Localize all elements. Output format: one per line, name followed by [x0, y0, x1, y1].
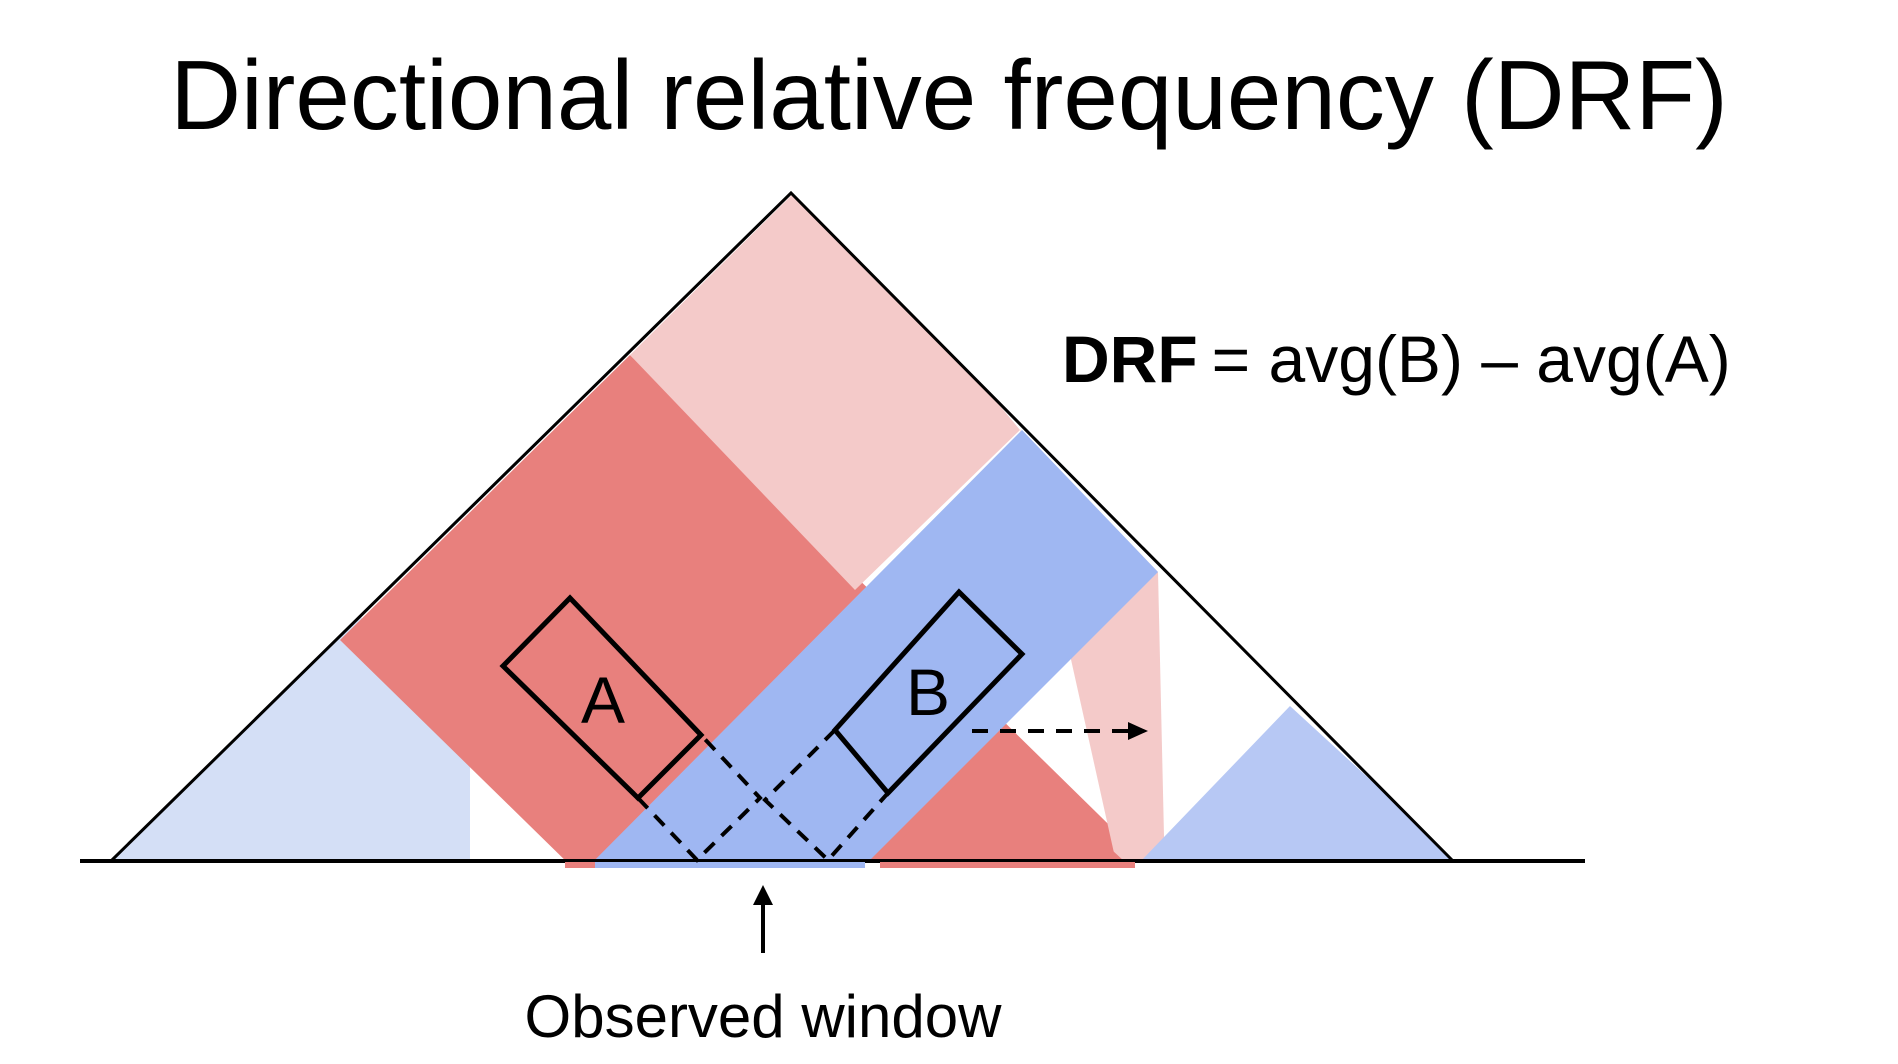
- baseline-strip-red: [565, 862, 595, 868]
- box-b: [831, 588, 1026, 797]
- baseline-strip-red-right: [880, 862, 1135, 868]
- region-dark-red-lower: [880, 742, 1125, 861]
- region-mid-blue-band: [575, 430, 1158, 861]
- region-blue-lower-right: [1140, 706, 1453, 861]
- region-light-red: [630, 193, 1020, 590]
- up-arrow-icon: [753, 885, 773, 953]
- box-b-projection: [762, 728, 890, 863]
- box-a-projection: [636, 733, 763, 863]
- drf-formula-rhs: = avg(B) – avg(A): [1212, 322, 1731, 396]
- observed-window-caption: Observed window: [525, 983, 1003, 1050]
- dashed-right-arrow-icon: [972, 722, 1148, 740]
- triangle-fill: [111, 193, 1453, 861]
- box-a-label: A: [581, 663, 625, 737]
- drf-formula: DRF = avg(B) – avg(A): [1062, 322, 1731, 396]
- baseline-strip-blue: [595, 862, 865, 868]
- triangle-outline: [109, 190, 1455, 863]
- slide-title: Directional relative frequency (DRF): [170, 40, 1728, 150]
- region-light-blue-left: [111, 230, 470, 861]
- box-a: [499, 594, 705, 802]
- box-b-label: B: [906, 655, 950, 729]
- drf-formula-lhs: DRF: [1062, 322, 1198, 396]
